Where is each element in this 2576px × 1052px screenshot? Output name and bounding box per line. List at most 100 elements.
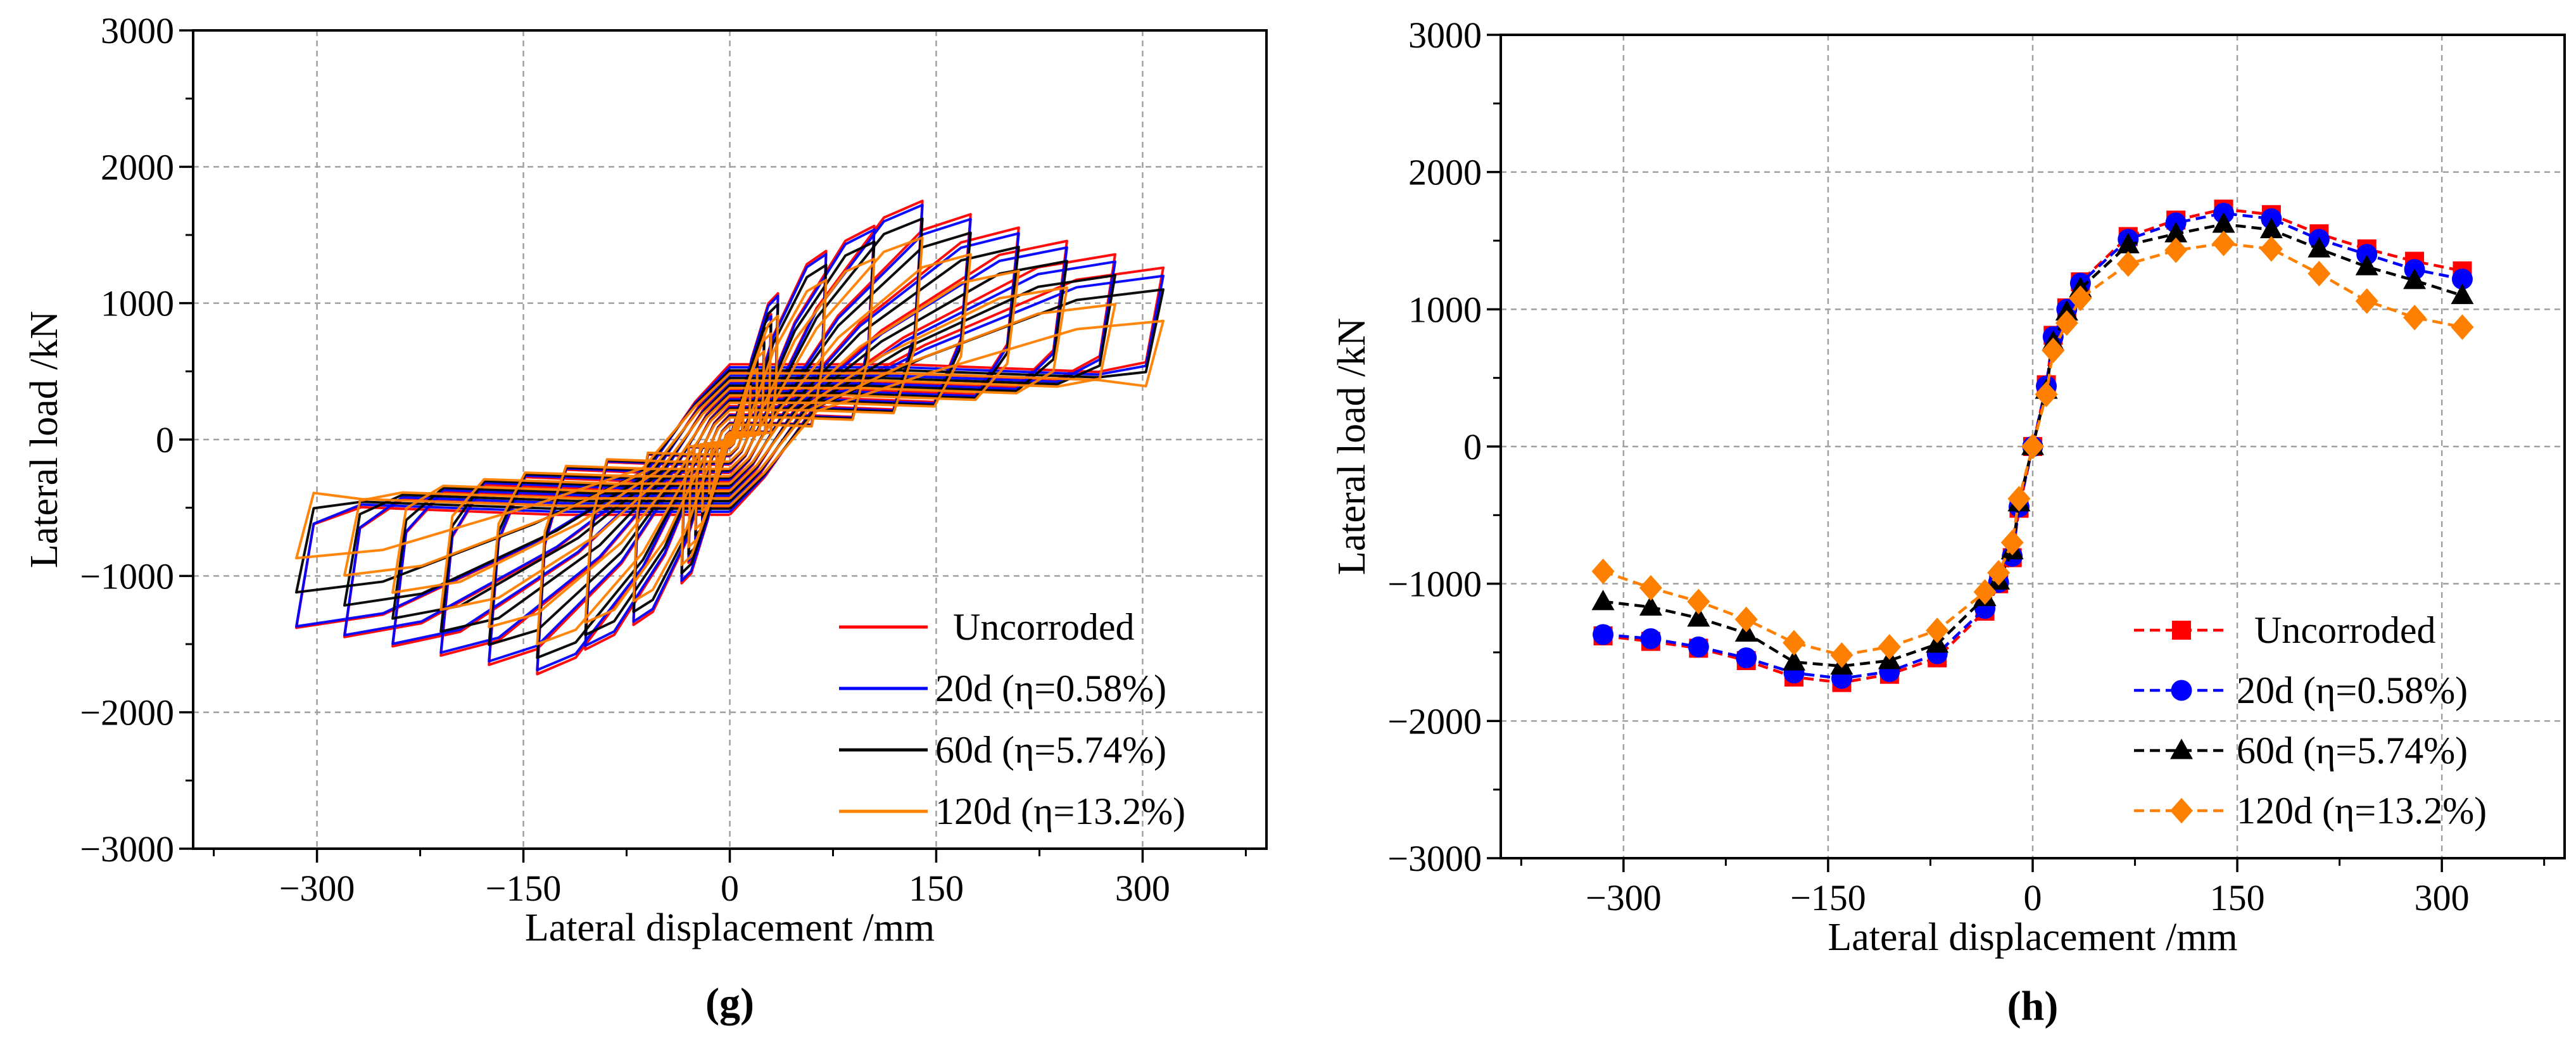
x-tick-label: −300	[1586, 877, 1662, 918]
data-point	[1926, 618, 1949, 643]
hysteresis-series-3	[295, 236, 1165, 645]
data-point	[1783, 630, 1806, 656]
x-axis-label: Lateral displacement /mm	[525, 906, 935, 949]
data-point	[2021, 433, 2044, 460]
y-tick-label: 1000	[1408, 289, 1482, 330]
data-point	[2116, 251, 2140, 277]
y-tick-label: −3000	[1387, 838, 1482, 879]
legend-label: 20d (η=0.58%)	[935, 668, 1166, 709]
data-point	[2356, 244, 2378, 265]
hysteresis-loop	[488, 253, 972, 628]
data-point	[1987, 560, 2011, 586]
legend-label: 60d (η=5.74%)	[2237, 730, 2468, 771]
panel-label-g: (g)	[705, 980, 754, 1026]
x-tick-label: −150	[1790, 877, 1866, 918]
data-point	[1783, 650, 1806, 671]
data-point	[2035, 381, 2058, 407]
y-tick-label: 2000	[1408, 152, 1482, 193]
data-point	[1591, 590, 1615, 611]
data-point	[2055, 310, 2078, 336]
data-point	[1830, 642, 1853, 668]
hysteresis-loop	[391, 260, 1068, 620]
data-point	[1734, 606, 1758, 633]
data-point	[1639, 574, 1662, 601]
hysteresis-loop	[680, 314, 780, 566]
plot-frame	[192, 29, 1268, 850]
x-tick-label: −300	[279, 868, 355, 909]
data-point	[2355, 288, 2378, 314]
y-tick-label: −3000	[80, 828, 174, 870]
y-tick-label: 0	[156, 419, 174, 460]
data-point	[2069, 285, 2092, 312]
hysteresis-loop	[632, 279, 828, 603]
data-point	[2164, 222, 2188, 243]
legend-label: Uncorroded	[2254, 609, 2436, 651]
data-point	[2212, 212, 2235, 233]
data-point	[2355, 255, 2378, 276]
y-tick-label: 2000	[101, 146, 174, 187]
data-point	[1736, 647, 1757, 669]
hysteresis-loop	[343, 260, 1116, 637]
chart-panel-h: −300 −150 0 150 300 −3000 −2000 −1000 0 1000 2000 3…	[1330, 15, 2566, 1029]
legend-label: Uncorroded	[953, 606, 1135, 648]
x-tick-label: 150	[2210, 877, 2265, 918]
plot-frame	[1500, 34, 2566, 859]
legend-marker	[2170, 738, 2193, 759]
data-point	[2403, 305, 2427, 331]
data-point	[2308, 237, 2331, 258]
plot-area	[295, 200, 1165, 676]
y-tick-label: 3000	[1408, 15, 1482, 56]
x-tick-label: 0	[721, 868, 739, 909]
legend-marker	[2170, 797, 2193, 824]
panel-label-h: (h)	[2007, 983, 2059, 1029]
data-point	[2403, 269, 2427, 289]
y-tick-label: 3000	[101, 10, 174, 51]
y-tick-label: 1000	[101, 283, 174, 324]
x-tick-label: 0	[2024, 877, 2042, 918]
data-point	[1878, 634, 1901, 660]
data-point	[2308, 260, 2331, 287]
plot-area	[1591, 200, 2474, 692]
x-tick-label: −150	[486, 868, 562, 909]
legend-marker	[2171, 680, 2192, 701]
y-tick-label: 0	[1463, 426, 1482, 467]
y-axis-label: Lateral load /kN	[1330, 318, 1373, 575]
x-axis-label: Lateral displacement /mm	[1828, 916, 2237, 959]
x-tick-label: 300	[2415, 877, 2470, 918]
hysteresis-loop	[343, 303, 1116, 577]
data-point	[1973, 579, 1997, 605]
data-point	[1591, 558, 1615, 585]
skeleton-series-3	[1591, 231, 2474, 668]
legend-marker	[2172, 621, 2191, 640]
y-tick-label: −2000	[1387, 700, 1482, 742]
x-tick-label: 300	[1115, 868, 1170, 909]
data-point	[2451, 269, 2473, 290]
data-point	[2259, 236, 2283, 262]
data-point	[2259, 217, 2283, 239]
data-point	[1640, 628, 1662, 649]
y-axis-label: Lateral load /kN	[23, 311, 66, 568]
hysteresis-loop	[391, 286, 1068, 594]
hysteresis-loop	[536, 236, 924, 645]
y-tick-label: −2000	[80, 692, 174, 733]
data-point	[2042, 338, 2065, 364]
chart-panel-g: −300 −150 0 150 300 −3000 −2000 −1000 0 1000 2000 3…	[23, 10, 1268, 1026]
data-point	[2451, 283, 2474, 305]
hysteresis-loop	[295, 319, 1165, 560]
x-tick-label: 150	[909, 868, 964, 909]
data-point	[1593, 624, 1614, 645]
data-point	[2116, 232, 2140, 253]
data-point	[2000, 529, 2024, 555]
data-point	[1687, 588, 1710, 615]
data-point	[2212, 231, 2235, 257]
data-point	[1687, 606, 1710, 627]
legend-label: 60d (η=5.74%)	[935, 729, 1166, 771]
data-point	[1639, 595, 1662, 616]
hysteresis-loop	[295, 274, 1165, 628]
data-point	[1688, 636, 1709, 657]
legend-label: 120d (η=13.2%)	[2237, 790, 2487, 832]
hysteresis-loop	[343, 274, 1116, 607]
legend-label: 120d (η=13.2%)	[935, 790, 1185, 832]
hysteresis-loop	[584, 257, 876, 624]
